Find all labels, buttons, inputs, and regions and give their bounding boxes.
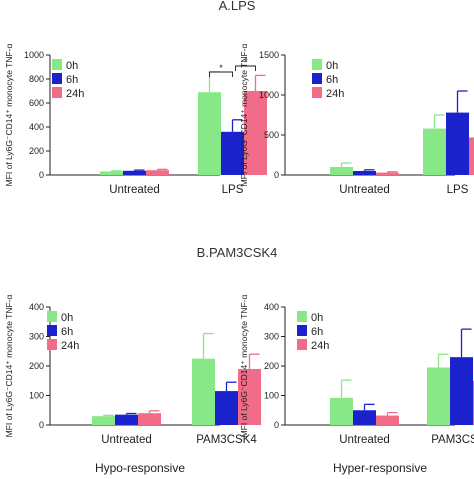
legend-label: 6h [66,74,78,86]
y-tick-label: 200 [29,361,44,371]
y-axis-label: MFI of Ly6G⁻CD14⁺ monocyte TNF-α [4,294,14,437]
bar-0h [198,92,221,175]
y-tick-label: 1000 [259,90,279,100]
group-label-hypo-responsive: Hypo-responsive [94,461,186,475]
bar-0h [192,358,215,425]
legend-label: 0h [326,60,338,72]
bar-6h [221,131,244,175]
legend-swatch-6h [312,73,322,84]
y-tick-label: 200 [264,361,279,371]
legend-label: 24h [326,88,344,100]
bar-0h [330,397,353,425]
bar-24h [376,172,399,175]
y-tick-label: 0 [274,170,279,180]
bar-0h [92,416,115,425]
bar-6h [353,171,376,175]
legend-swatch-6h [297,325,307,336]
category-label: Untreated [109,184,160,196]
y-tick-label: 100 [264,391,279,401]
bar-24h [138,413,161,425]
bar-6h [353,410,376,425]
y-tick-label: 500 [264,130,279,140]
category-label: LPS [222,184,244,196]
y-axis-label: MFI of Ly6G⁻CD14⁺ monocyte TNF-α [4,43,14,186]
bar-24h [469,137,474,175]
bar-0h [100,171,123,175]
legend-label: 24h [66,88,84,100]
bar-0h [423,128,446,175]
y-tick-label: 100 [29,391,44,401]
y-tick-label: 400 [264,302,279,312]
y-tick-label: 300 [264,332,279,342]
y-axis-label: MFI of Ly6G⁻CD14⁺ monocyte TNF-α [239,43,249,186]
bar-0h [427,367,450,425]
y-tick-label: 0 [39,170,44,180]
y-tick-label: 0 [39,420,44,430]
category-label: Untreated [339,434,390,446]
section-title-pam3csk4: B.PAM3CSK4 [196,245,278,260]
legend-label: 0h [66,60,78,72]
significance-bracket [235,65,256,71]
bar-6h [446,112,469,175]
legend-label: 24h [61,340,79,352]
legend-label: 24h [311,340,329,352]
legend-label: 6h [61,326,73,338]
bar-24h [146,170,169,175]
legend-swatch-6h [47,325,57,336]
y-tick-label: 1000 [24,50,44,60]
legend-swatch-0h [312,59,322,70]
significance-star: * [244,57,248,67]
category-label: PAM3CSK4 [196,434,257,446]
section-title-lps: A.LPS [218,0,256,13]
legend-swatch-24h [297,339,307,350]
legend-swatch-6h [52,73,62,84]
significance-bracket [209,71,233,77]
y-tick-label: 400 [29,302,44,312]
legend-swatch-0h [47,311,57,322]
bar-6h [115,414,138,425]
bar-0h [330,167,353,175]
y-tick-label: 200 [29,146,44,156]
y-tick-label: 1500 [259,50,279,60]
y-tick-label: 800 [29,74,44,84]
category-label: Untreated [101,434,152,446]
y-tick-label: 600 [29,98,44,108]
legend-label: 6h [311,326,323,338]
bar-24h [376,415,399,425]
y-tick-label: 300 [29,332,44,342]
legend-label: 6h [326,74,338,86]
y-axis-label: MFI of Ly6G⁻CD14⁺ monocyte TNF-α [239,294,249,437]
bar-6h [123,170,146,175]
legend-label: 0h [61,312,73,324]
legend-swatch-24h [52,87,62,98]
legend-swatch-0h [52,59,62,70]
y-tick-label: 400 [29,122,44,132]
category-label: PAM3CSK4 [431,434,474,446]
y-tick-label: 0 [274,420,279,430]
legend-swatch-24h [47,339,57,350]
category-label: LPS [447,184,469,196]
legend-label: 0h [311,312,323,324]
legend-swatch-24h [312,87,322,98]
bar-24h [238,368,261,425]
group-label-hyper-responsive: Hyper-responsive [332,461,428,475]
bar-24h [244,91,267,175]
bar-6h [450,357,473,425]
bar-6h [215,391,238,425]
legend-swatch-0h [297,311,307,322]
significance-star: * [219,63,223,73]
category-label: Untreated [339,184,390,196]
